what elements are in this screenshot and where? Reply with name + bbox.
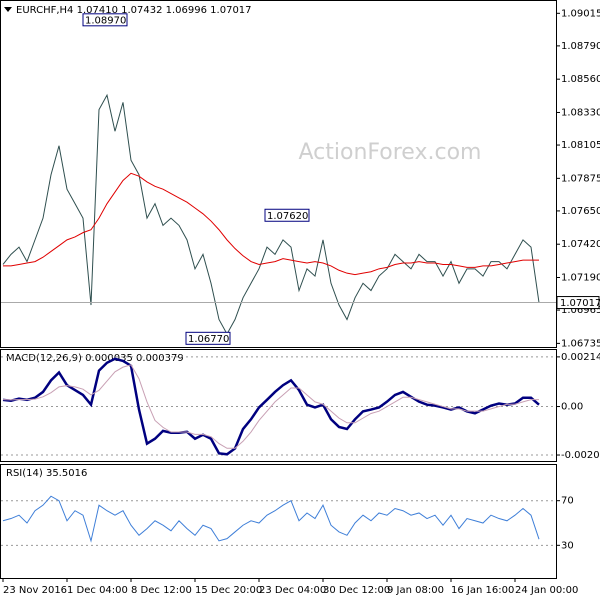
rsi-panel (0, 464, 557, 579)
x-tick-label: 23 Dec 04:00 (259, 585, 326, 596)
x-tick-label: 24 Jan 00:00 (515, 585, 578, 596)
price-panel (0, 0, 557, 348)
y-tick-label: 1.06735 (561, 338, 600, 349)
y-tick-label: 1.06965 (561, 305, 600, 316)
last-price-label: 1.07017 (560, 298, 600, 309)
annotation-label: 1.06770 (188, 334, 229, 345)
x-tick-label: 15 Dec 20:00 (195, 585, 262, 596)
macd-panel (0, 349, 557, 462)
annotation-box (185, 331, 231, 345)
macd-label: MACD(12,26,9) 0.000035 0.000379 (6, 353, 184, 364)
menu-icon (4, 7, 12, 12)
annotation-box (82, 13, 128, 27)
y-tick-label: 1.07875 (561, 173, 600, 184)
last-price-box (556, 296, 600, 310)
y-tick-label: 1.07650 (561, 206, 600, 217)
y-tick-label: 1.08105 (561, 140, 600, 151)
y-tick-label: -0.002092 (561, 450, 600, 461)
x-tick-label: 30 Dec 12:00 (323, 585, 390, 596)
series-line (2, 495, 540, 543)
y-tick-label: 1.07190 (561, 273, 600, 284)
x-tick-label: 8 Dec 12:00 (131, 585, 192, 596)
x-tick-label: 23 Nov 2016 (3, 585, 67, 596)
series-line (3, 172, 539, 276)
series-line (2, 357, 540, 456)
y-tick-label: 1.08560 (561, 74, 600, 85)
y-tick-label: 0.00 (561, 402, 583, 413)
y-tick-label: 1.09015 (561, 8, 600, 19)
x-tick-label: 16 Jan 16:00 (451, 585, 514, 596)
watermark: ActionForex.com (299, 140, 482, 165)
annotation-label: 1.08970 (85, 15, 126, 26)
y-tick-label: 30 (561, 540, 574, 551)
annotation-box (264, 208, 310, 222)
y-tick-label: 0.002143 (561, 352, 600, 363)
y-tick-label: 1.07420 (561, 239, 600, 250)
y-tick-label: 70 (561, 496, 574, 507)
x-tick-label: 9 Jan 08:00 (387, 585, 444, 596)
x-tick-label: 1 Dec 04:00 (67, 585, 128, 596)
annotation-label: 1.07620 (267, 211, 308, 222)
y-tick-label: 1.08330 (561, 107, 600, 118)
y-tick-label: 1.08790 (561, 41, 600, 52)
rsi-label: RSI(14) 35.5016 (6, 468, 87, 479)
price-header: EURCHF,H4 1.07410 1.07432 1.06996 1.0701… (16, 5, 252, 16)
series-line (2, 364, 539, 449)
